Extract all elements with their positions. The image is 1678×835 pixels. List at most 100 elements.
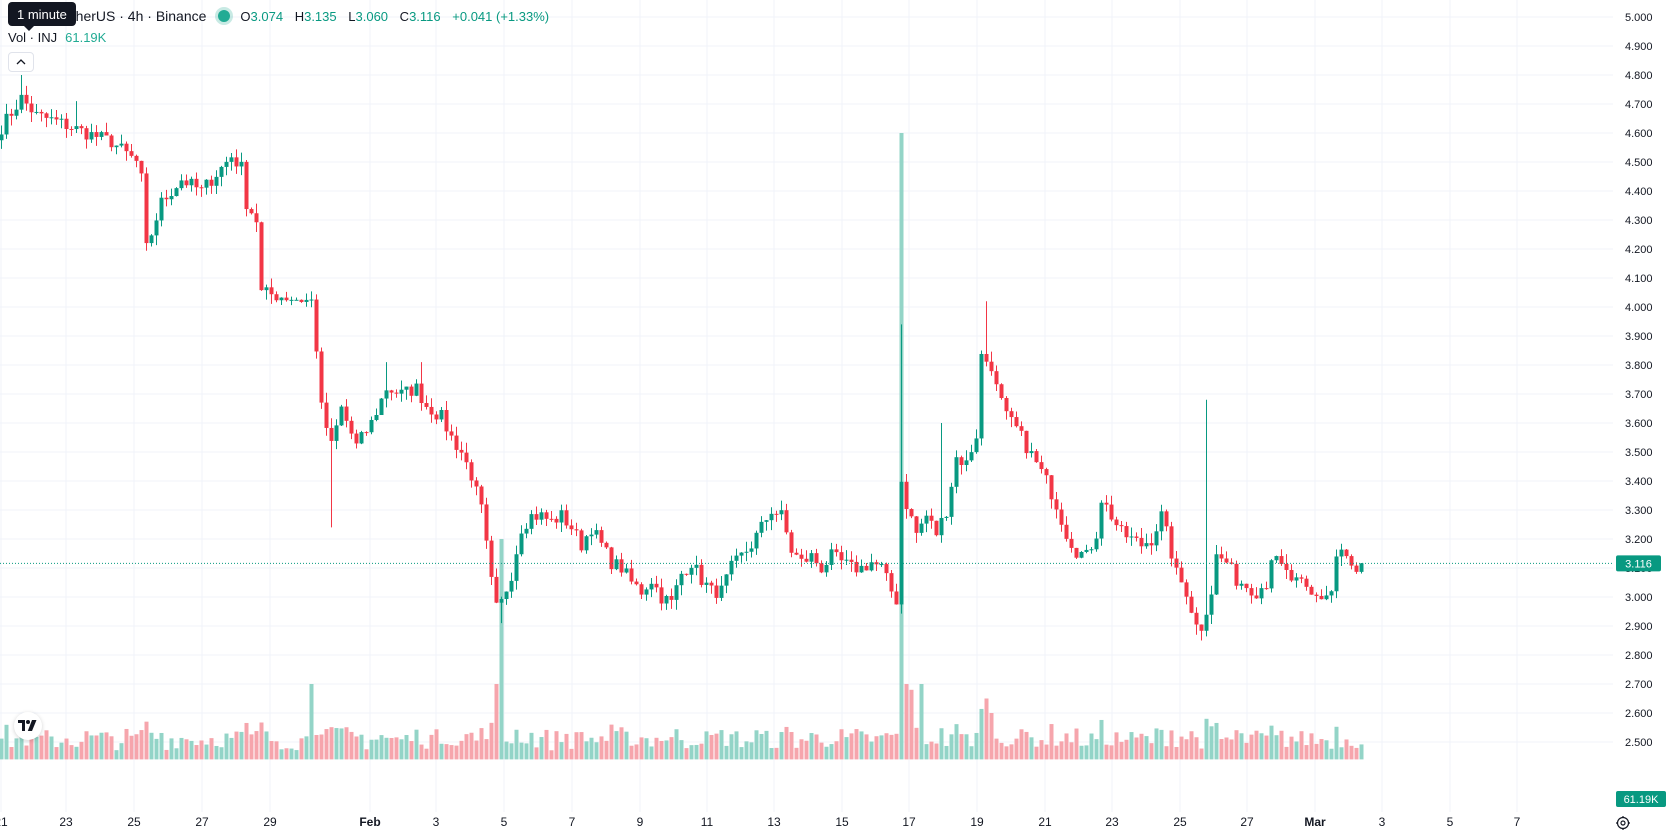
candle-body (504, 591, 509, 600)
candle-body (499, 599, 504, 603)
volume-bar (1059, 741, 1064, 760)
symbol-title[interactable]: etherUS · 4h · Binance (64, 8, 207, 24)
price-tick-label: 2.800 (1625, 650, 1653, 662)
collapse-legend-button[interactable] (8, 52, 34, 72)
volume-bar (639, 737, 644, 760)
volume-bar (1174, 746, 1179, 760)
candle-body (554, 518, 559, 523)
candle-body (1109, 504, 1114, 520)
candle-body (1249, 588, 1254, 596)
candle-body (1139, 537, 1144, 547)
tradingview-logo-glyph (18, 720, 37, 731)
volume-bar (1344, 739, 1349, 760)
candle-body (1054, 499, 1059, 510)
candle-body (814, 553, 819, 564)
volume-bar (854, 729, 859, 760)
volume-bar (399, 739, 404, 760)
candle-body (614, 559, 619, 570)
candle-body (429, 406, 434, 415)
volume-bar (39, 735, 44, 760)
candle-body (149, 235, 154, 244)
volume-bar (1289, 736, 1294, 760)
volume-bar (659, 740, 664, 760)
volume-bar (464, 734, 469, 760)
candle-body (174, 188, 179, 197)
candle-body (344, 406, 349, 421)
candle-body (1319, 595, 1324, 600)
market-status-dot-icon[interactable] (218, 10, 231, 22)
volume-bar (444, 744, 449, 760)
volume-bar (454, 745, 459, 760)
volume-bar (844, 737, 849, 760)
volume-bar (519, 742, 524, 760)
volume-bar (934, 743, 939, 760)
candle-body (809, 553, 814, 562)
volume-label[interactable]: Vol · INJ (8, 30, 58, 45)
volume-bar (989, 713, 994, 760)
volume-bar (44, 730, 49, 760)
volume-bar (564, 733, 569, 760)
candle-body (1069, 538, 1074, 548)
candle-body (154, 220, 159, 236)
volume-bar (334, 728, 339, 760)
candle-body (394, 392, 399, 394)
volume-bar (359, 734, 364, 760)
candle-body (1289, 569, 1294, 581)
price-tick-label: 4.300 (1625, 215, 1653, 227)
candle-body (1264, 588, 1269, 590)
candle-body (199, 187, 204, 189)
volume-bar (54, 747, 59, 760)
volume-bar (979, 708, 984, 760)
candle-body (304, 299, 309, 302)
settings-gear-icon[interactable] (1612, 812, 1634, 834)
candle-body (1059, 509, 1064, 525)
candle-body (34, 111, 39, 113)
volume-bar (764, 730, 769, 760)
volume-bar (1259, 733, 1264, 760)
volume-bar (1169, 730, 1174, 760)
volume-bar (429, 734, 434, 760)
change-value: +0.041 (+1.33%) (452, 8, 550, 24)
candle-body (274, 294, 279, 301)
volume-bar (69, 745, 74, 760)
volume-bar (579, 732, 584, 760)
volume-bar (324, 729, 329, 760)
time-tick-label: 9 (637, 815, 644, 829)
price-tick-label: 2.900 (1625, 621, 1653, 633)
volume-bar (604, 740, 609, 760)
candle-body (619, 559, 624, 573)
volume-bar (1029, 737, 1034, 760)
volume-bar (259, 722, 264, 760)
volume-bar (689, 745, 694, 760)
volume-bar (539, 737, 544, 760)
volume-bar (619, 727, 624, 760)
candle-body (629, 568, 634, 582)
tradingview-logo-icon[interactable] (14, 712, 42, 740)
volume-bar (164, 749, 169, 760)
candle-body (749, 548, 754, 552)
volume-bar (994, 738, 999, 760)
candle-body (1014, 417, 1019, 427)
candle-body (1274, 556, 1279, 561)
price-axis: 2.5002.6002.7002.8002.9003.0003.1003.200… (1625, 12, 1653, 749)
price-tick-label: 4.500 (1625, 157, 1653, 169)
volume-bar (149, 732, 154, 760)
candle-body (229, 157, 234, 162)
volume-bar (1264, 735, 1269, 760)
candle-body (479, 486, 484, 505)
volume-bar (829, 744, 834, 760)
volume-bar (104, 732, 109, 760)
volume-bar (289, 748, 294, 760)
volume-bar (1054, 745, 1059, 760)
volume-bar (214, 745, 219, 760)
volume-bar (574, 732, 579, 760)
volume-bar (959, 734, 964, 760)
volume-bar (709, 734, 714, 760)
candle-body (4, 113, 9, 135)
price-tick-label: 2.500 (1625, 737, 1653, 749)
candle-body (1194, 612, 1199, 625)
volume-bar (964, 734, 969, 760)
volume-bar (859, 731, 864, 760)
volume-bar (134, 734, 139, 760)
